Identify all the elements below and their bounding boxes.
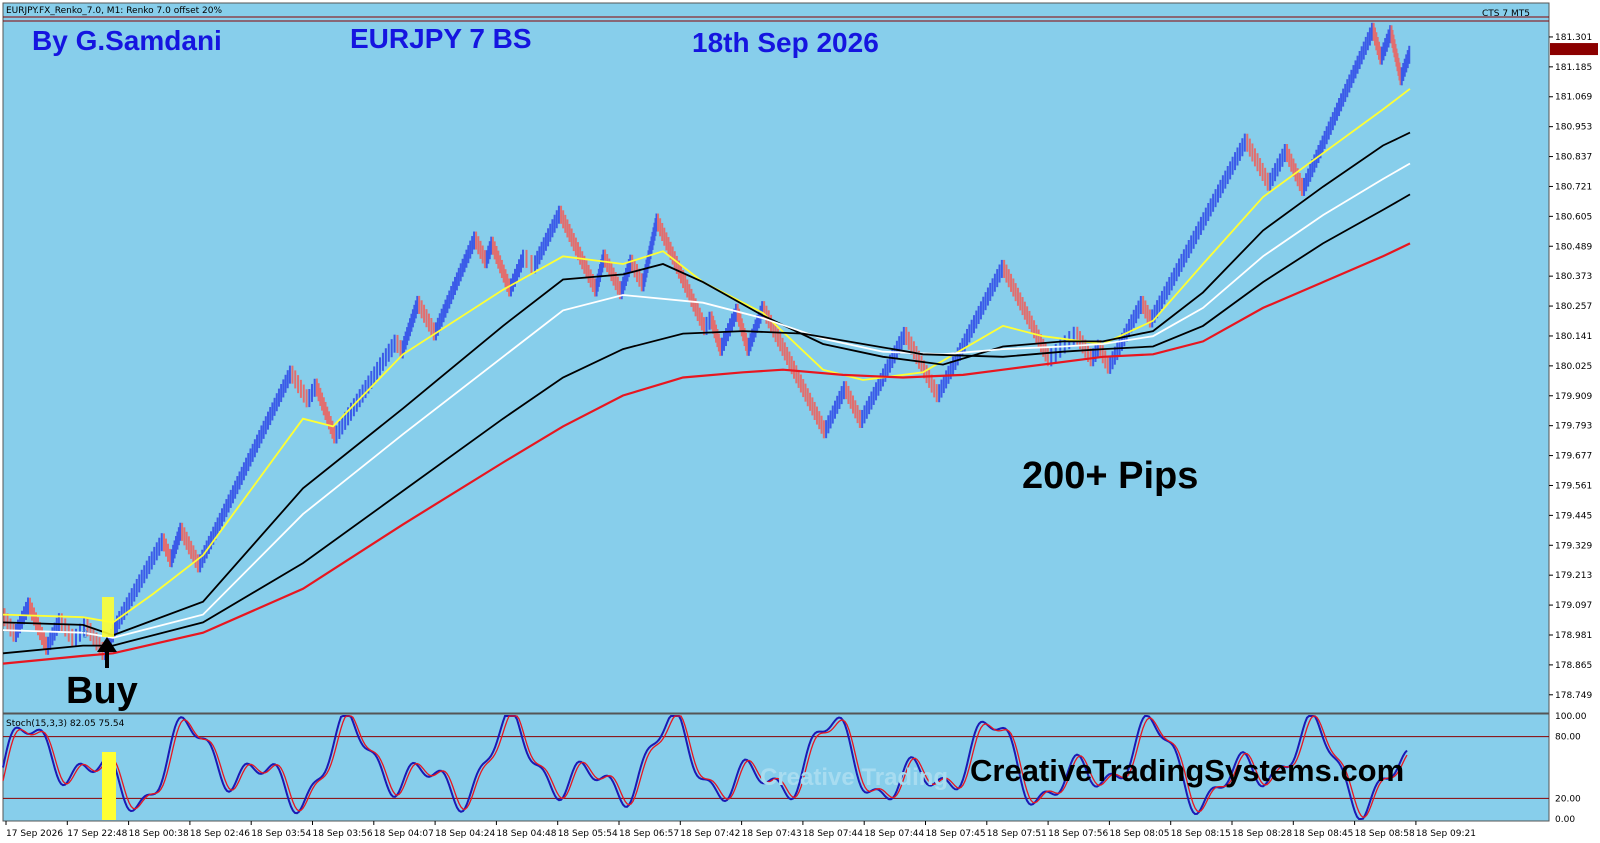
price-panel (2, 2, 1550, 714)
time-axis: 17 Sep 2026 17 Sep 22:48 18 Sep 00:38 18 Se… (5, 821, 1476, 839)
price-tick-label: 180.953 (1555, 123, 1592, 133)
time-tick-label: 18 Sep 04:24 (435, 829, 495, 839)
website-label: CreativeTradingSystems.com (970, 753, 1404, 788)
time-tick-label: 18 Sep 07:45 (926, 829, 986, 839)
time-tick-label: 18 Sep 08:15 (1171, 829, 1231, 839)
price-tick-label: 180.257 (1555, 302, 1592, 312)
time-tick-label: 18 Sep 07:51 (987, 829, 1047, 839)
time-tick-label: 18 Sep 08:28 (1232, 829, 1292, 839)
buy-highlight-bar (102, 597, 114, 637)
time-tick-label: 18 Sep 03:56 (313, 829, 373, 839)
time-tick-label: 18 Sep 08:05 (1109, 829, 1169, 839)
time-tick-label: 17 Sep 2026 (6, 829, 63, 839)
price-tick-label: 178.865 (1555, 661, 1592, 671)
ma-line-white (2, 162, 1411, 639)
time-tick-label: 18 Sep 07:43 (742, 829, 802, 839)
price-tick-label: 179.445 (1555, 511, 1592, 521)
price-tick-label: 181.301 (1555, 33, 1592, 43)
time-tick-label: 18 Sep 09:21 (1416, 829, 1476, 839)
time-tick-label: 18 Sep 04:07 (374, 829, 434, 839)
price-tick-label: 179.213 (1555, 571, 1592, 581)
stochastic-axis: 100.00 80.00 20.00 0.00 (1555, 712, 1587, 825)
price-tick-label: 178.749 (1555, 691, 1592, 701)
ma-line-red (2, 242, 1411, 665)
price-tick-label: 180.837 (1555, 153, 1592, 163)
time-tick-label: 18 Sep 00:38 (129, 829, 189, 839)
price-tick-label: 179.097 (1555, 601, 1592, 611)
chart-header: EURJPY.FX_Renko_7.0, M1: Renko 7.0 offse… (6, 6, 222, 16)
stoch-signal-line (2, 715, 1408, 818)
buy-label: Buy (66, 670, 138, 712)
price-tick-label: 179.909 (1555, 392, 1592, 402)
price-tick-label: 179.793 (1555, 422, 1592, 432)
time-tick-label: 18 Sep 06:57 (619, 829, 679, 839)
price-tick-label: 178.981 (1555, 631, 1592, 641)
stoch-main-line (2, 715, 1408, 820)
price-tick-label: 180.721 (1555, 182, 1592, 192)
stoch-tick-label: 20.00 (1555, 794, 1581, 804)
author-label: By G.Samdani (32, 25, 222, 56)
stoch-tick-label: 0.00 (1555, 815, 1575, 825)
price-tick-label: 179.561 (1555, 481, 1592, 491)
time-tick-label: 18 Sep 03:54 (251, 829, 311, 839)
price-tick-label: 181.185 (1555, 63, 1592, 73)
time-tick-label: 18 Sep 04:48 (496, 829, 556, 839)
current-price-box (1550, 43, 1598, 56)
cts-badge: CTS 7 MT5 (1482, 9, 1530, 19)
watermark: Creative Trading (760, 764, 948, 791)
stoch-tick-label: 100.00 (1555, 712, 1587, 722)
stoch-tick-label: 80.00 (1555, 733, 1581, 743)
stoch-buy-highlight (102, 752, 116, 820)
time-tick-label: 18 Sep 07:44 (864, 829, 924, 839)
time-tick-label: 18 Sep 05:54 (558, 829, 618, 839)
time-tick-label: 18 Sep 02:46 (190, 829, 250, 839)
stochastic-lines (2, 715, 1549, 820)
ma-line-yellow (2, 88, 1411, 624)
price-tick-label: 180.489 (1555, 242, 1592, 252)
price-tick-label: 179.329 (1555, 541, 1592, 551)
ma-line-black (2, 193, 1411, 655)
pips-label: 200+ Pips (1022, 455, 1198, 497)
moving-averages (2, 88, 1411, 665)
time-tick-label: 18 Sep 07:44 (803, 829, 863, 839)
price-tick-label: 180.373 (1555, 272, 1592, 282)
current-price-tag: 181.254 (1553, 18, 1590, 28)
time-tick-label: 18 Sep 08:58 (1355, 829, 1415, 839)
time-tick-label: 18 Sep 07:56 (1048, 829, 1108, 839)
price-tick-label: 179.677 (1555, 452, 1592, 462)
price-tick-label: 180.025 (1555, 362, 1592, 372)
date-label: 18th Sep 2026 (692, 27, 879, 58)
price-tick-label: 181.069 (1555, 93, 1592, 103)
price-axis: 181.301 181.185 181.069 180.953 180.837 180.7… (1549, 33, 1598, 701)
time-tick-label: 17 Sep 22:48 (67, 829, 127, 839)
ma-line-black (2, 131, 1411, 637)
time-tick-label: 18 Sep 08:45 (1293, 829, 1353, 839)
time-tick-label: 18 Sep 07:42 (680, 829, 740, 839)
system-label: EURJPY 7 BS (350, 23, 532, 54)
price-tick-label: 180.141 (1555, 332, 1592, 342)
buy-arrow-icon (97, 637, 117, 668)
price-tick-label: 180.605 (1555, 212, 1592, 222)
small-up-arrow-icon: ⇧ (80, 627, 90, 641)
stoch-label: Stoch(15,3,3) 82.05 75.54 (6, 719, 125, 729)
